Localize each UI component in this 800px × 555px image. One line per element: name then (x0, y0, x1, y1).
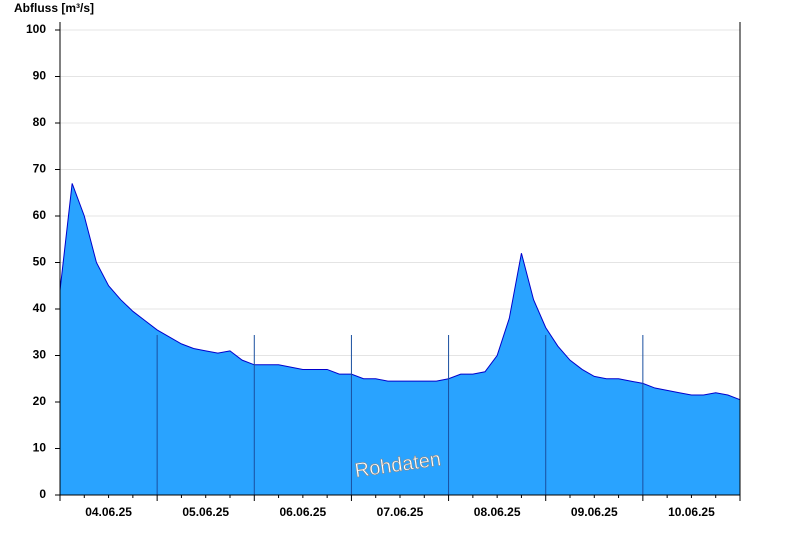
y-tick-label: 10 (33, 441, 47, 455)
x-tick-label: 09.06.25 (571, 505, 618, 519)
area (60, 183, 740, 495)
y-tick-label: 70 (33, 162, 47, 176)
y-tick-label: 90 (33, 69, 47, 83)
y-tick-label: 30 (33, 348, 47, 362)
y-tick-label: 80 (33, 115, 47, 129)
line (59, 183, 741, 401)
x-tick-label: 10.06.25 (668, 505, 715, 519)
y-tick-label: 40 (33, 301, 47, 315)
x-tick-label: 08.06.25 (474, 505, 521, 519)
y-tick-label: 50 (33, 255, 47, 269)
y-axis-label: Abfluss [m³/s] (14, 1, 94, 15)
x-tick-label: 05.06.25 (182, 505, 229, 519)
x-tick-label: 07.06.25 (377, 505, 424, 519)
y-tick-label: 100 (26, 22, 46, 36)
y-tick-label: 0 (39, 487, 46, 501)
x-tick-label: 06.06.25 (279, 505, 326, 519)
x-tick-label: 04.06.25 (85, 505, 132, 519)
y-tick-label: 20 (33, 394, 47, 408)
y-tick-label: 60 (33, 208, 47, 222)
